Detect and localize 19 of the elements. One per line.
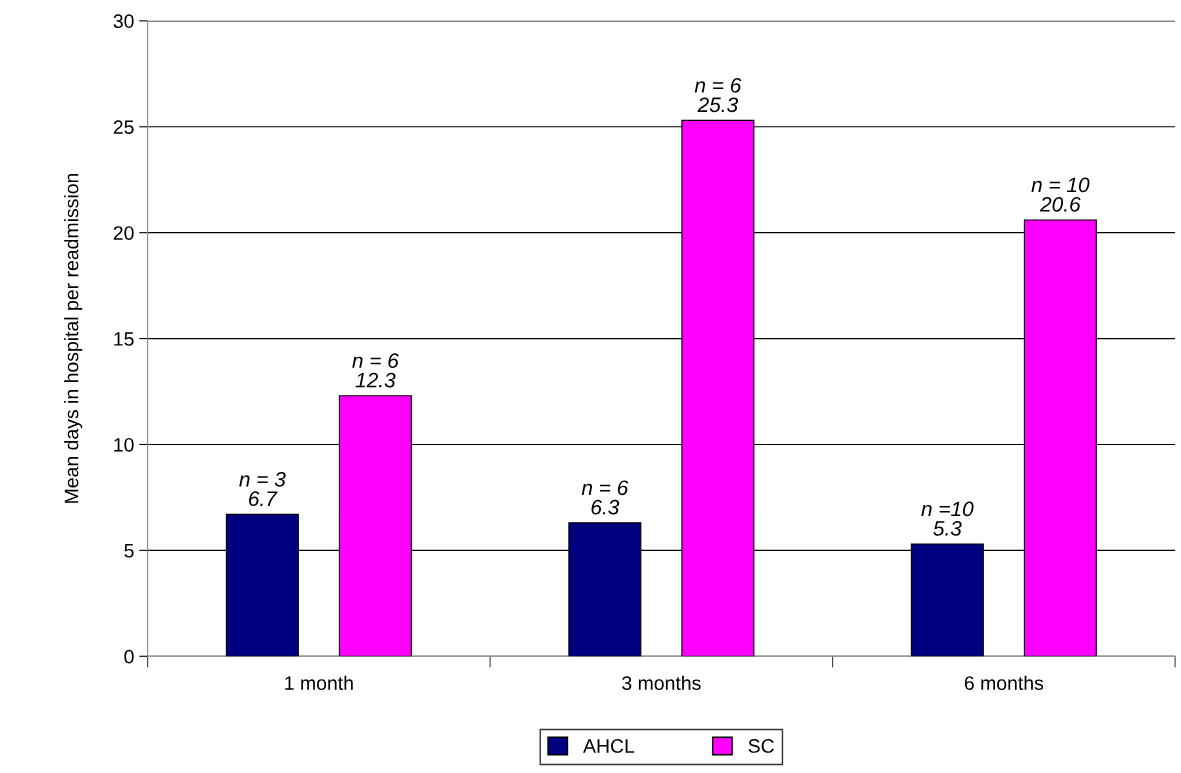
y-tick-label: 15 <box>114 332 134 346</box>
y-tick-label: 10 <box>114 437 134 452</box>
x-tick-label: 3 months <box>622 675 701 690</box>
data-label: n = 6 12.3 <box>352 353 399 388</box>
x-tick-label: 6 months <box>964 675 1044 690</box>
y-tick-label: 0 <box>124 649 134 664</box>
data-label: n =10 5.3 <box>921 501 974 536</box>
legend-label: SC <box>748 739 774 753</box>
y-tick-label: 20 <box>113 226 134 240</box>
legend-label: AHCL <box>583 739 635 753</box>
y-tick-label: 30 <box>113 14 134 29</box>
y-tick-label: 5 <box>124 544 134 558</box>
data-label: n = 6 6.3 <box>581 480 629 515</box>
y-axis-title: Mean days in hospital per readmission <box>64 173 83 503</box>
data-label: n = 6 25.3 <box>694 77 742 113</box>
data-label: n = 10 20.6 <box>1031 177 1090 212</box>
y-tick-label: 25 <box>113 120 134 135</box>
data-label: n = 3 6.7 <box>239 471 286 507</box>
x-tick-label: 1 month <box>285 675 353 690</box>
